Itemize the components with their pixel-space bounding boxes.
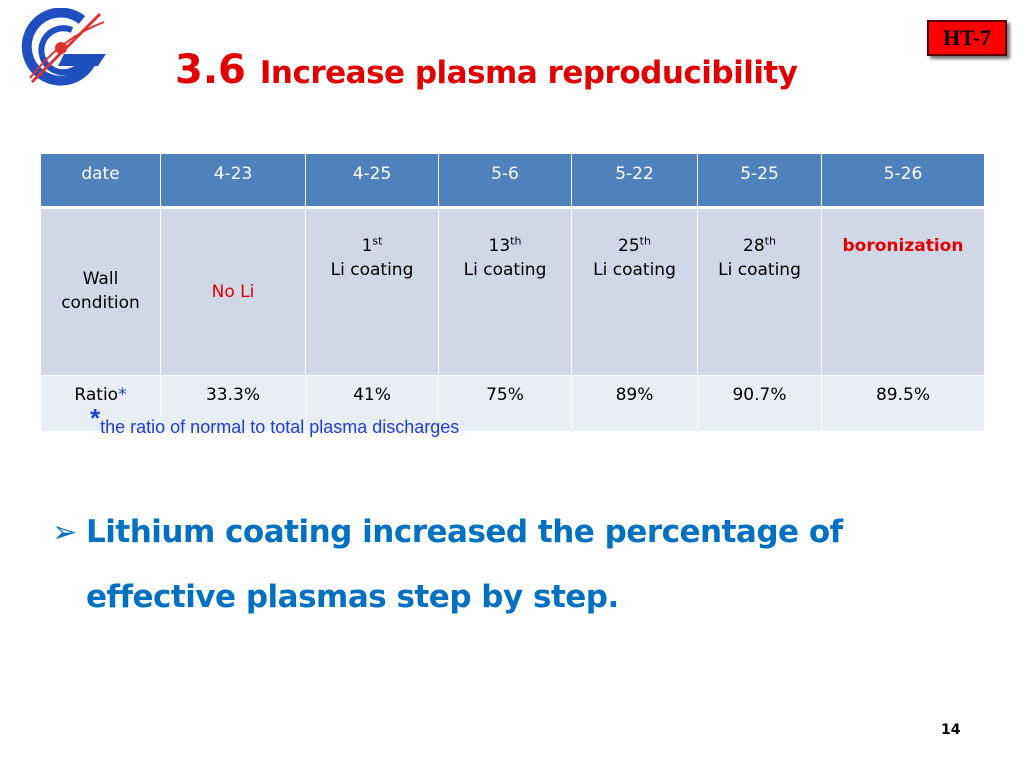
ratio-row: Ratio* 33.3% 41% 75% 89% 90.7% 89.5%	[40, 375, 985, 432]
wall-cell: 13th Li coating	[438, 207, 572, 376]
ratio-cell: 90.7%	[697, 375, 822, 432]
bullet-line1: Lithium coating increased the percentage…	[86, 514, 843, 550]
ratio-cell: 75%	[438, 375, 572, 432]
row-label-wall: Wall condition	[40, 207, 161, 376]
wall-label-line2: condition	[61, 293, 140, 313]
title-text: Increase plasma reproducibility	[259, 55, 798, 91]
wall-cell: 1st Li coating	[305, 207, 439, 376]
coating-text: Li coating	[463, 259, 547, 280]
footnote-text: the ratio of normal to total plasma disc…	[100, 417, 460, 437]
wall-label-line1: Wall	[82, 269, 119, 290]
ratio-cell: 33.3%	[160, 375, 306, 432]
coating-text: Li coating	[330, 259, 414, 280]
institute-logo	[21, 8, 106, 86]
wall-condition-row: Wall condition No Li 1st Li coating 13th…	[40, 207, 985, 376]
ordinal-suffix: th	[639, 234, 651, 248]
footnote: *the ratio of normal to total plasma dis…	[90, 403, 459, 437]
header-cell: 5-25	[697, 153, 822, 209]
header-cell: 5-26	[821, 153, 985, 209]
title-number: 3.6	[175, 47, 246, 93]
header-row: date 4-23 4-25 5-6 5-22 5-25 5-26	[40, 153, 985, 209]
header-cell: 4-25	[305, 153, 439, 209]
ratio-cell: 89.5%	[821, 375, 985, 432]
ht7-badge: HT-7	[927, 20, 1007, 56]
boronization-text: boronization	[842, 236, 964, 256]
coating-count: 13	[488, 236, 511, 256]
results-table: date 4-23 4-25 5-6 5-22 5-25 5-26 Wall c…	[40, 153, 985, 432]
wall-cell: boronization	[821, 207, 985, 376]
coating-count: 25	[618, 236, 640, 256]
header-cell: 4-23	[160, 153, 306, 209]
wall-cell: 28th Li coating	[697, 207, 822, 376]
ordinal-suffix: st	[372, 234, 383, 248]
ordinal-suffix: th	[510, 234, 522, 248]
footnote-mark: *	[90, 403, 101, 433]
wall-cell: No Li	[160, 207, 306, 376]
ordinal-suffix: th	[764, 234, 776, 248]
header-cell: 5-22	[571, 153, 698, 209]
wall-cell: 25th Li coating	[571, 207, 698, 376]
coating-text: Li coating	[593, 259, 676, 280]
slide-title: 3.6 Increase plasma reproducibility	[175, 50, 798, 90]
bullet-line2: effective plasmas step by step.	[86, 579, 619, 615]
bullet-point: ➢ Lithium coating increased the percentag…	[52, 500, 952, 630]
coating-count: 1	[361, 236, 373, 256]
header-cell: 5-6	[438, 153, 572, 209]
ratio-cell: 41%	[305, 375, 439, 432]
ratio-label: Ratio	[74, 385, 119, 405]
ratio-footnote-mark: *	[118, 385, 127, 405]
coating-count: 28	[743, 236, 765, 256]
coating-text: Li coating	[718, 259, 801, 280]
arrow-bullet-icon: ➢	[52, 515, 77, 550]
no-li-text: No Li	[211, 282, 255, 302]
page-number: 14	[941, 722, 961, 738]
header-cell: date	[40, 153, 161, 209]
ratio-cell: 89%	[571, 375, 698, 432]
